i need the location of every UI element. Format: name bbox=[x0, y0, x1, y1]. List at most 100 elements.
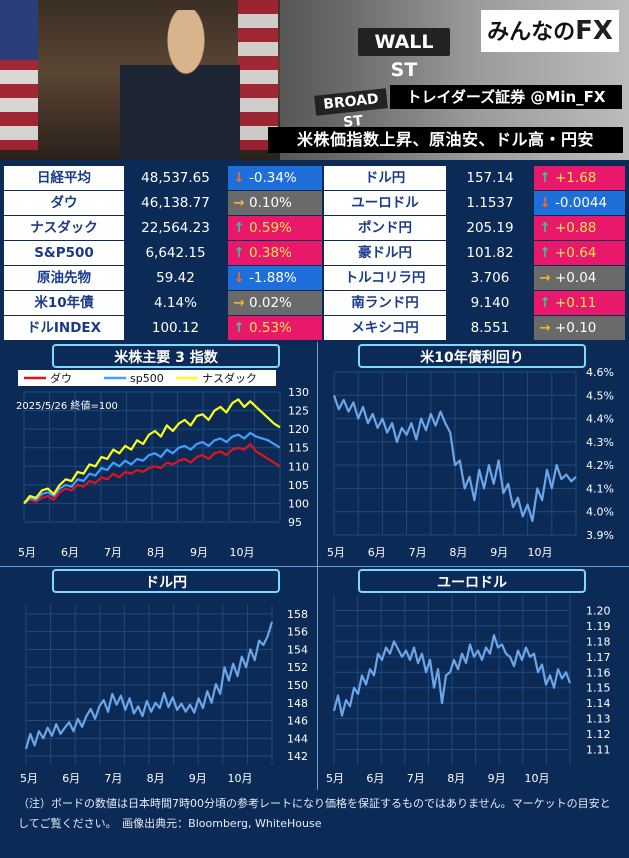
rate-change-text: 0.53% bbox=[249, 320, 292, 336]
arrow-flat-icon: → bbox=[539, 320, 551, 336]
rate-change: ↑ +0.11 bbox=[534, 291, 625, 315]
x-tick-label: 5月 bbox=[327, 546, 345, 559]
y-tick-label: 146 bbox=[287, 715, 308, 728]
x-tick-label: 9月 bbox=[190, 546, 208, 559]
x-tick-label: 5月 bbox=[326, 772, 344, 785]
y-tick-label: 4.5% bbox=[586, 389, 614, 402]
y-tick-label: 1.16 bbox=[586, 666, 611, 679]
arrow-flat-icon: → bbox=[233, 295, 245, 311]
chart-svg: 142 144 146 148 150 152 154 156 158 5月 6月 7月 8月 9月 10月 bbox=[20, 605, 308, 785]
x-tick-label: 8月 bbox=[449, 546, 467, 559]
y-tick-label: 120 bbox=[288, 423, 309, 436]
rate-change: ↑ +0.64 bbox=[534, 241, 625, 265]
rate-row: S&P500 6,642.15 ↑ 0.38% 豪ドル円 101.82 ↑ +0.64 bbox=[4, 241, 625, 266]
rate-value: 9.140 bbox=[446, 291, 534, 315]
footnote: （注）ボードの数値は日本時間7時00分頃の参考レートになり価格を保証するものでは… bbox=[18, 797, 611, 830]
rate-label: 南ランド円 bbox=[324, 291, 446, 315]
y-tick-label: 1.14 bbox=[586, 697, 611, 710]
rate-label: ダウ bbox=[4, 191, 124, 215]
broad-street-sign: BROAD ST bbox=[314, 88, 388, 131]
arrow-flat-icon: → bbox=[539, 270, 551, 286]
chart-title: 米10年債利回り bbox=[358, 344, 586, 368]
y-tick-label: 4.4% bbox=[586, 413, 614, 426]
chart-title: ドル円 bbox=[52, 569, 280, 593]
y-tick-label: 1.13 bbox=[586, 713, 611, 726]
rate-label: ポンド円 bbox=[324, 216, 446, 240]
divider-horizontal bbox=[0, 566, 629, 567]
chart-title: 米株主要 3 指数 bbox=[52, 344, 280, 368]
legend-label: ナスダック bbox=[202, 371, 257, 385]
x-tick-label: 8月 bbox=[147, 772, 165, 785]
arrow-up-icon: ↑ bbox=[539, 295, 551, 311]
grid bbox=[25, 605, 273, 765]
y-tick-label: 142 bbox=[287, 750, 308, 763]
rate-change-text: +0.64 bbox=[555, 245, 597, 261]
rate-label: ドル円 bbox=[324, 166, 446, 190]
rate-value: 22,564.23 bbox=[124, 216, 227, 240]
rate-change: ↓ -0.0044 bbox=[534, 191, 625, 215]
y-tick-label: 154 bbox=[287, 643, 308, 656]
y-tick-label: 1.12 bbox=[586, 728, 611, 741]
y-tick-label: 105 bbox=[288, 479, 309, 492]
rate-change-text: 0.38% bbox=[249, 245, 292, 261]
arrow-up-icon: ↑ bbox=[539, 220, 551, 236]
y-tick-label: 95 bbox=[288, 516, 302, 529]
rate-change: → +0.10 bbox=[534, 316, 625, 340]
rate-change-text: 0.02% bbox=[249, 295, 292, 311]
arrow-up-icon: ↑ bbox=[233, 220, 245, 236]
chart-eurusd: ユーロドル 1.11 1.12 1.13 1.14 1.15 1.16 1.17 1.18 1.… bbox=[318, 567, 629, 791]
y-tick-label: 4.6% bbox=[586, 366, 614, 379]
y-tick-label: 150 bbox=[287, 679, 308, 692]
rate-value: 6,642.15 bbox=[124, 241, 227, 265]
x-tick-label: 7月 bbox=[104, 772, 122, 785]
rate-change-text: +0.04 bbox=[555, 270, 597, 286]
y-tick-label: 1.11 bbox=[586, 744, 611, 757]
series-line bbox=[23, 431, 281, 505]
grid bbox=[333, 371, 577, 536]
x-tick-label: 9月 bbox=[189, 772, 207, 785]
y-tick-label: 1.15 bbox=[586, 682, 611, 695]
rate-change: ↑ 0.53% bbox=[228, 316, 322, 340]
grid bbox=[333, 595, 571, 765]
rate-value: 205.19 bbox=[446, 216, 534, 240]
arrow-flat-icon: → bbox=[233, 195, 245, 211]
chart-title: ユーロドル bbox=[358, 569, 586, 593]
chart-us-indices: 米株主要 3 指数 95 100 105 110 115 120 125 130 5月 6月 7月 8… bbox=[0, 342, 317, 566]
chart-svg: 95 100 105 110 115 120 125 130 5月 6月 7月 8月 9月 10月 ダウ sp… bbox=[16, 370, 309, 559]
rate-change-text: -0.0044 bbox=[555, 195, 608, 211]
rate-value: 100.12 bbox=[124, 316, 227, 340]
y-tick-label: 158 bbox=[287, 608, 308, 621]
rate-change-text: 0.59% bbox=[249, 220, 292, 236]
x-tick-label: 7月 bbox=[104, 546, 122, 559]
x-tick-label: 9月 bbox=[490, 546, 508, 559]
y-tick-label: 125 bbox=[288, 405, 309, 418]
rate-label: ナスダック bbox=[4, 216, 124, 240]
arrow-up-icon: ↑ bbox=[233, 320, 245, 336]
logo: みんなのFX bbox=[481, 10, 619, 52]
rate-change-text: +0.10 bbox=[555, 320, 597, 336]
rate-value: 157.14 bbox=[446, 166, 534, 190]
series-line bbox=[332, 394, 577, 523]
x-tick-label: 10月 bbox=[528, 546, 553, 559]
x-tick-label: 10月 bbox=[228, 772, 253, 785]
rate-change: ↓ -1.88% bbox=[228, 266, 322, 290]
person-figure bbox=[120, 10, 240, 160]
y-tick-label: 4.3% bbox=[586, 436, 614, 449]
series-line bbox=[332, 634, 572, 717]
rate-label: 原油先物 bbox=[4, 266, 124, 290]
x-tick-label: 10月 bbox=[230, 546, 255, 559]
y-tick-label: 144 bbox=[287, 732, 308, 745]
legend-box bbox=[18, 370, 276, 386]
series-line bbox=[23, 442, 281, 505]
legend: ダウ sp500 ナスダック bbox=[18, 370, 276, 386]
rate-label: トルコリラ円 bbox=[324, 266, 446, 290]
x-tick-label: 8月 bbox=[147, 546, 165, 559]
rate-label: S&P500 bbox=[4, 241, 124, 265]
y-tick-label: 1.18 bbox=[586, 635, 611, 648]
headline: 米株価指数上昇、原油安、ドル高・円安 bbox=[268, 127, 623, 153]
rate-value: 4.14% bbox=[124, 291, 227, 315]
chart-svg: 1.11 1.12 1.13 1.14 1.15 1.16 1.17 1.18 1.19 1.20… bbox=[326, 595, 611, 785]
y-tick-label: 156 bbox=[287, 626, 308, 639]
logo-fx: FX bbox=[575, 16, 613, 46]
rate-change: ↑ +0.88 bbox=[534, 216, 625, 240]
